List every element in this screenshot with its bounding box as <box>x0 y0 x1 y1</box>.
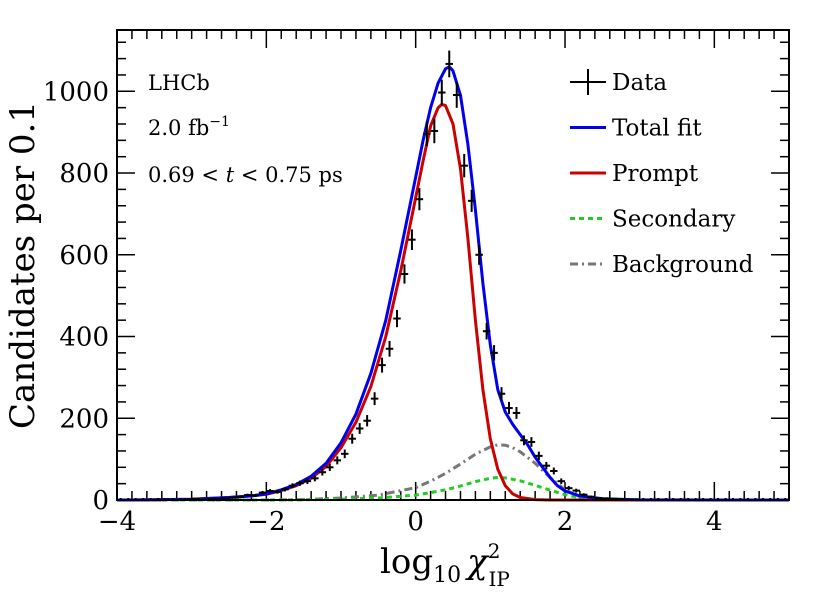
data-point <box>385 340 394 357</box>
data-point <box>594 496 603 499</box>
data-point <box>355 423 364 434</box>
data-point <box>251 494 259 497</box>
y-tick-label: 400 <box>59 323 109 353</box>
data-point <box>430 118 439 144</box>
data-point <box>318 468 327 476</box>
legend-item: Secondary <box>570 207 735 233</box>
data-point <box>333 456 341 465</box>
data-point <box>311 475 319 482</box>
time-range-suffix: < 0.75 ps <box>234 163 343 187</box>
data-point <box>326 463 334 471</box>
data-point <box>415 188 424 211</box>
time-range-label: 0.69 < t < 0.75 ps <box>148 163 343 187</box>
x-tick-label: 0 <box>407 507 424 537</box>
data-point <box>535 451 543 461</box>
plot-frame <box>116 29 790 501</box>
data-point <box>482 322 491 340</box>
data-point <box>273 489 282 494</box>
data-point <box>266 489 274 493</box>
x-axis-title-sub: 10 <box>433 563 461 588</box>
x-axis-title-log: log <box>380 542 433 582</box>
data-point <box>370 392 379 406</box>
data-point <box>460 153 468 178</box>
data-point <box>572 488 580 493</box>
luminosity-label: 2.0 fb−1 <box>148 114 230 140</box>
data-point <box>602 497 610 500</box>
data-point <box>400 264 409 284</box>
data-point <box>243 493 252 497</box>
data-point <box>378 357 386 373</box>
data-point <box>348 433 356 444</box>
data-point <box>579 493 588 497</box>
time-range-var: t <box>226 163 235 187</box>
x-tick-label: −2 <box>247 507 285 537</box>
data-point <box>408 229 416 250</box>
data-point <box>288 483 297 489</box>
x-tick-label: 2 <box>557 507 574 537</box>
legend-item: Data <box>570 69 667 96</box>
data-point <box>497 387 506 401</box>
data-point <box>221 497 229 500</box>
data-point <box>587 495 595 498</box>
data-point <box>229 496 237 499</box>
data-point <box>445 50 453 78</box>
data-point <box>393 309 401 328</box>
data-point <box>527 437 536 447</box>
x-tick-label: 4 <box>706 507 723 537</box>
data-point <box>296 480 304 486</box>
legend-label: Secondary <box>612 207 735 233</box>
data-point <box>490 345 498 361</box>
y-tick-label: 600 <box>59 241 109 271</box>
legend-item: Background <box>570 252 754 278</box>
tick-labels: −4 −2 0 2 4 0 200 400 600 800 1000 <box>43 77 723 537</box>
data-point <box>236 496 244 499</box>
data-point <box>475 244 483 265</box>
data-point <box>423 121 431 147</box>
x-axis-title-chi: χ <box>465 542 490 582</box>
experiment-label: LHCb <box>148 71 210 95</box>
data-point <box>557 478 565 484</box>
x-axis-title-ip: IP <box>488 567 509 591</box>
y-tick-label: 1000 <box>43 77 109 107</box>
data-point <box>453 82 461 108</box>
y-tick-label: 200 <box>59 404 109 434</box>
data-point <box>438 79 446 106</box>
legend-label: Total fit <box>612 116 702 142</box>
x-tick-label: −4 <box>98 507 136 537</box>
legend: Data Total fit Prompt Secondary Background <box>570 69 754 278</box>
x-axis-title: log10 χ2 IP <box>380 539 510 591</box>
data-point <box>550 467 558 475</box>
y-tick-label: 800 <box>59 159 109 189</box>
data-point <box>258 490 267 495</box>
legend-item: Prompt <box>570 161 699 187</box>
legend-label: Data <box>612 70 667 96</box>
axis-ticks <box>116 30 790 501</box>
data-point <box>281 487 289 492</box>
data-point <box>520 435 528 446</box>
data-point <box>542 461 551 470</box>
legend-label: Background <box>612 252 754 278</box>
data-point <box>303 478 312 484</box>
time-range-prefix: 0.69 < <box>148 163 226 187</box>
luminosity-sup: −1 <box>209 114 230 130</box>
data-point <box>341 449 349 459</box>
y-axis-title: Candidates per 0.1 <box>3 101 43 429</box>
data-point <box>363 415 371 427</box>
data-point <box>565 485 573 491</box>
legend-label: Prompt <box>612 161 699 187</box>
data-point <box>512 406 521 419</box>
series-secondary-line <box>117 476 789 502</box>
luminosity-value: 2.0 fb <box>148 116 209 140</box>
data-point <box>505 401 513 415</box>
legend-item: Total fit <box>570 116 702 142</box>
y-tick-label: 0 <box>92 486 109 516</box>
x-axis-title-sup: 2 <box>488 539 501 563</box>
data-point <box>467 189 476 212</box>
